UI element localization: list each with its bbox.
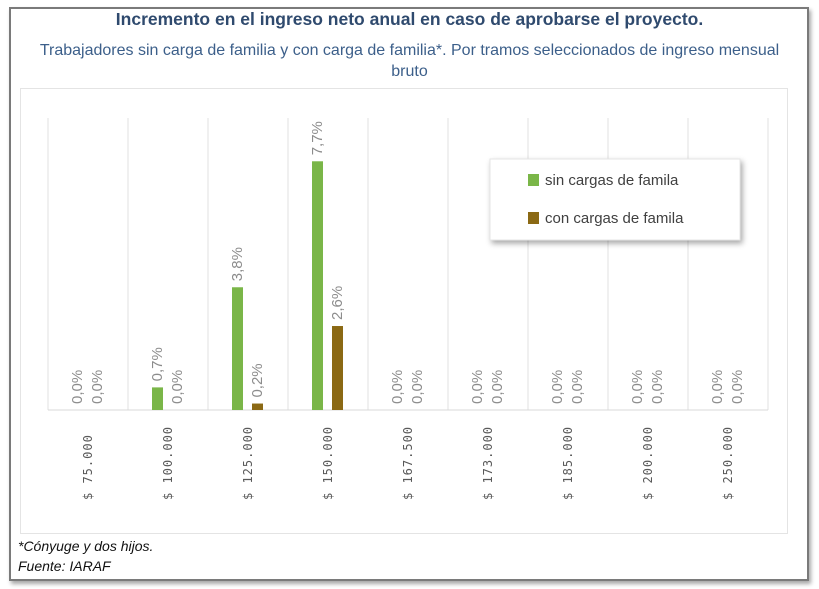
chart-frame <box>9 7 809 581</box>
data-label: 0,0% <box>409 370 426 404</box>
x-tick-label: $ 200.000 <box>641 426 655 500</box>
data-label: 0,2% <box>249 363 266 397</box>
data-label: 0,0% <box>729 370 746 404</box>
legend-swatch <box>528 212 539 224</box>
data-label: 0,0% <box>649 370 666 404</box>
data-label: 7,7% <box>309 121 326 155</box>
legend-label: con cargas de famila <box>545 210 684 227</box>
legend-box <box>489 158 741 241</box>
bar-sin-cargas <box>232 287 243 410</box>
x-tick-label: $ 185.000 <box>561 426 575 500</box>
data-label: 2,6% <box>329 286 346 320</box>
data-label: 0,0% <box>169 370 186 404</box>
legend-label: sin cargas de famila <box>545 172 679 189</box>
plot-area <box>20 88 788 534</box>
x-tick-label: $ 75.000 <box>81 434 95 500</box>
x-tick-label: $ 250.000 <box>721 426 735 500</box>
x-tick-label: $ 173.000 <box>481 426 495 500</box>
source-note: Fuente: IARAF <box>18 558 111 574</box>
data-label: 0,0% <box>69 370 86 404</box>
bar-con-cargas <box>252 403 263 410</box>
bar-sin-cargas <box>312 161 323 410</box>
x-tick-label: $ 100.000 <box>161 426 175 500</box>
x-tick-label: $ 167.500 <box>401 426 415 500</box>
data-label: 0,0% <box>389 370 406 404</box>
data-label: 3,8% <box>229 247 246 281</box>
data-label: 0,0% <box>709 370 726 404</box>
data-label: 0,0% <box>549 370 566 404</box>
data-label: 0,0% <box>569 370 586 404</box>
bar-sin-cargas <box>152 387 163 410</box>
x-tick-label: $ 125.000 <box>241 426 255 500</box>
data-label: 0,0% <box>89 370 106 404</box>
data-label: 0,7% <box>149 347 166 381</box>
legend-swatch <box>528 174 539 186</box>
data-label: 0,0% <box>469 370 486 404</box>
data-label: 0,0% <box>489 370 506 404</box>
chart-subtitle: Trabajadores sin carga de familia y con … <box>39 42 780 80</box>
bar-con-cargas <box>332 326 343 410</box>
data-label: 0,0% <box>629 370 646 404</box>
chart-title: Incremento en el ingreso neto anual en c… <box>115 9 704 29</box>
footnote: *Cónyuge y dos hijos. <box>18 538 154 554</box>
x-tick-label: $ 150.000 <box>321 426 335 500</box>
